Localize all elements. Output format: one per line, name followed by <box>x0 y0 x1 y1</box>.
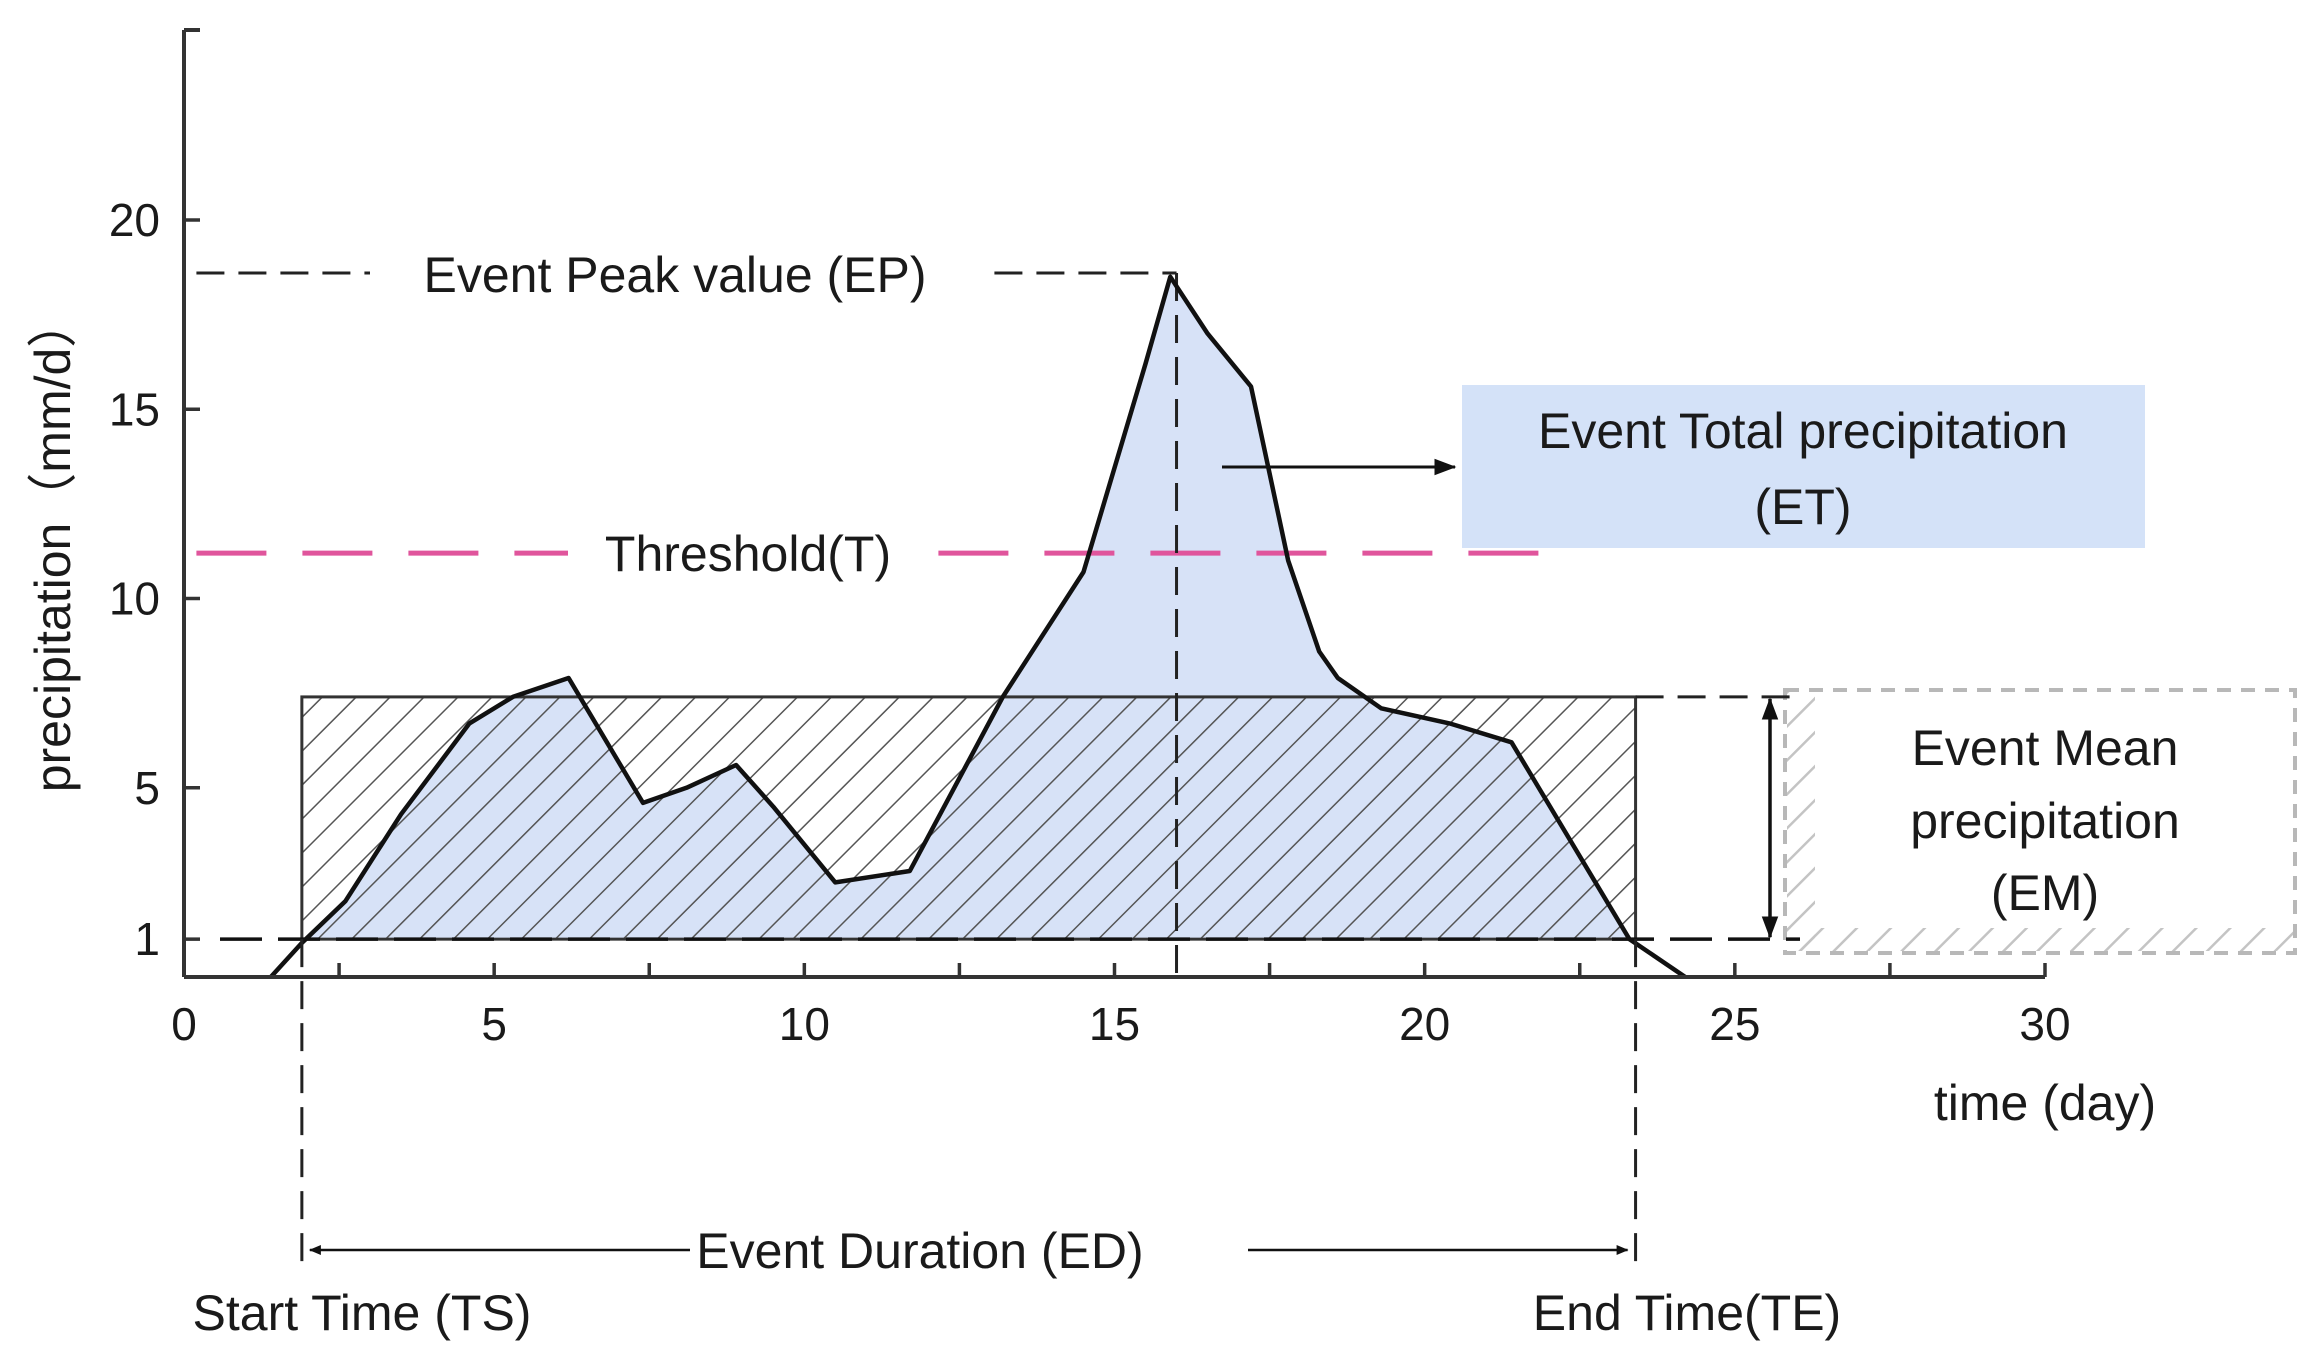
y-tick-label: 5 <box>134 762 160 814</box>
x-tick-label: 5 <box>481 998 507 1050</box>
axis-ticks <box>182 218 2047 977</box>
event-mean-legend-box <box>1783 688 2297 955</box>
y-tick-label: 20 <box>109 194 160 246</box>
y-axis-title: precipitation（mm/d） <box>25 298 81 793</box>
peak-label: Event Peak value (EP) <box>423 247 926 303</box>
event-mean-rect <box>300 695 1638 941</box>
y-tick-label: 1 <box>134 913 160 965</box>
event-mean-label-line2: precipitation <box>1910 793 2180 849</box>
event-mean-legend-hatch-left <box>1787 692 1815 951</box>
y-tick-label: 15 <box>109 383 160 435</box>
end-time-label: End Time(TE) <box>1533 1285 1841 1341</box>
precipitation-line <box>269 274 1687 979</box>
x-tick-label: 0 <box>171 998 197 1050</box>
threshold-label: Threshold(T) <box>605 526 891 582</box>
peak-label-bg <box>370 242 985 308</box>
x-axis-title: time (day) <box>1934 1075 2156 1131</box>
y-tick-label: 10 <box>109 573 160 625</box>
start-time-label: Start Time (TS) <box>193 1285 532 1341</box>
event-total-box <box>1462 385 2145 548</box>
event-total-label-line2: (ET) <box>1754 479 1851 535</box>
x-tick-label: 30 <box>2019 998 2070 1050</box>
x-tick-label: 20 <box>1399 998 1450 1050</box>
duration-label: Event Duration (ED) <box>696 1223 1143 1279</box>
x-tick-label: 15 <box>1089 998 1140 1050</box>
event-mean-label-line1: Event Mean <box>1912 720 2179 776</box>
event-mean-label-line3: (EM) <box>1991 865 2099 921</box>
event-total-label-line1: Event Total precipitation <box>1538 403 2068 459</box>
threshold-label-bg <box>568 520 928 586</box>
x-tick-label: 25 <box>1709 998 1760 1050</box>
x-tick-label: 10 <box>779 998 830 1050</box>
event-mean-legend-hatch-bottom <box>1787 928 2293 951</box>
